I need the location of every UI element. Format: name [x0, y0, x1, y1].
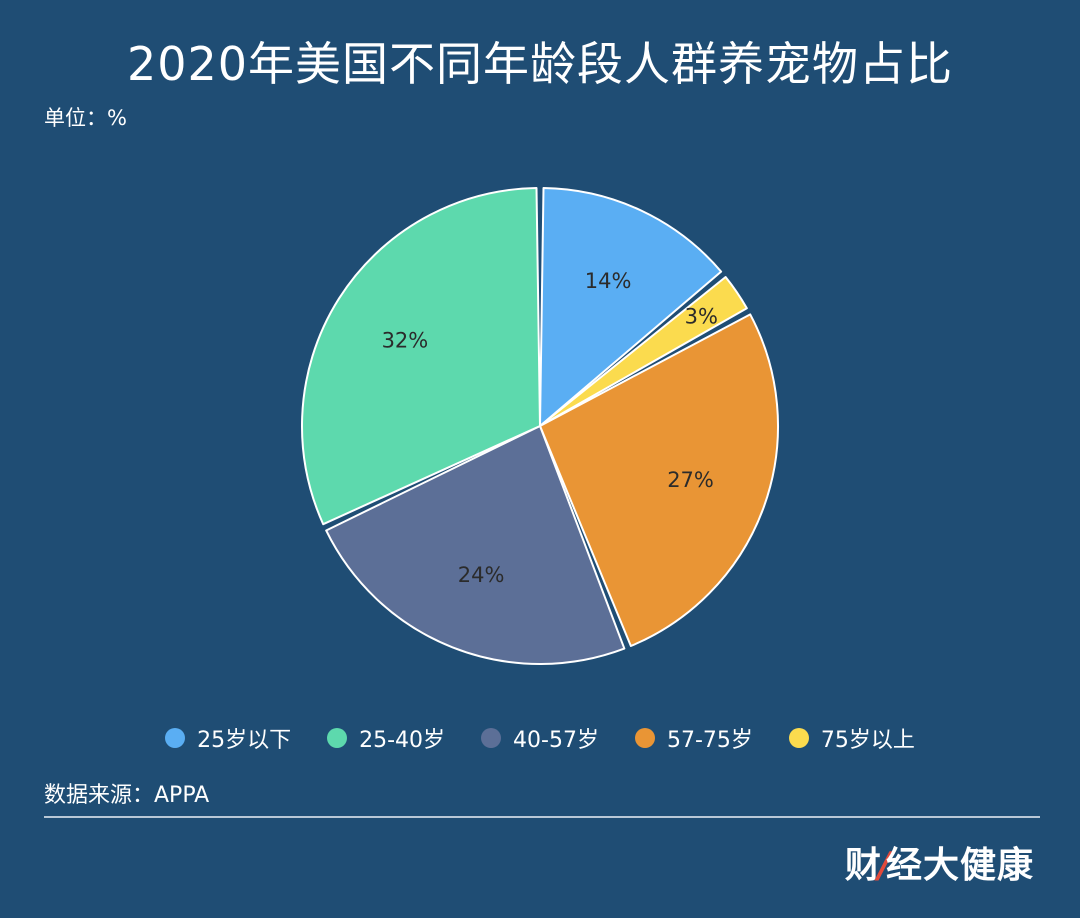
legend-label: 75岁以上 — [820, 728, 915, 753]
legend-label: 25岁以下 — [197, 728, 292, 753]
brand-text-start: 财 — [844, 845, 882, 886]
data-source: 数据来源：APPA — [44, 783, 210, 808]
legend-item-40-57岁[interactable]: 40-57岁 — [481, 722, 599, 754]
brand-text-end: 经大健康 — [885, 845, 1034, 886]
brand-slash: / — [877, 845, 892, 886]
legend: 25岁以下 25-40岁 40-57岁 57-75岁 75岁以上 — [0, 722, 1080, 754]
slice-label-40-57岁: 24% — [458, 563, 505, 587]
unit-label: 单位：% — [44, 106, 127, 130]
slice-label-75岁以上: 3% — [685, 304, 718, 328]
slice-label-25岁以下: 14% — [585, 269, 632, 293]
brand-logo: 财/经大健康 — [845, 836, 1034, 888]
slice-label-25-40岁: 32% — [382, 328, 429, 352]
legend-item-57-75岁[interactable]: 57-75岁 — [634, 722, 753, 754]
legend-label: 25-40岁 — [359, 728, 446, 753]
pie-slice-57-75岁[interactable] — [539, 313, 779, 647]
legend-item-25-40岁[interactable]: 25-40岁 — [327, 722, 445, 754]
legend-dot-icon — [481, 728, 502, 748]
legend-item-75岁以上[interactable]: 75岁以上 — [788, 722, 915, 754]
legend-dot-icon — [165, 728, 186, 748]
legend-dot-icon — [788, 728, 809, 748]
chart-title: 2020年美国不同年龄段人群养宠物占比 — [126, 37, 954, 91]
pie-slice-25-40岁[interactable] — [301, 187, 541, 526]
pie-slice-25岁以下[interactable] — [539, 187, 723, 427]
divider — [44, 816, 1040, 818]
legend-label: 40-57岁 — [513, 728, 599, 753]
legend-dot-icon — [327, 728, 348, 748]
legend-item-25岁以下[interactable]: 25岁以下 — [165, 722, 291, 754]
pie-slice-75岁以上[interactable] — [539, 276, 748, 427]
legend-dot-icon — [634, 728, 655, 748]
pie-slice-40-57岁[interactable] — [325, 425, 626, 665]
legend-label: 57-75岁 — [666, 728, 753, 753]
slice-label-57-75岁: 27% — [667, 468, 714, 492]
